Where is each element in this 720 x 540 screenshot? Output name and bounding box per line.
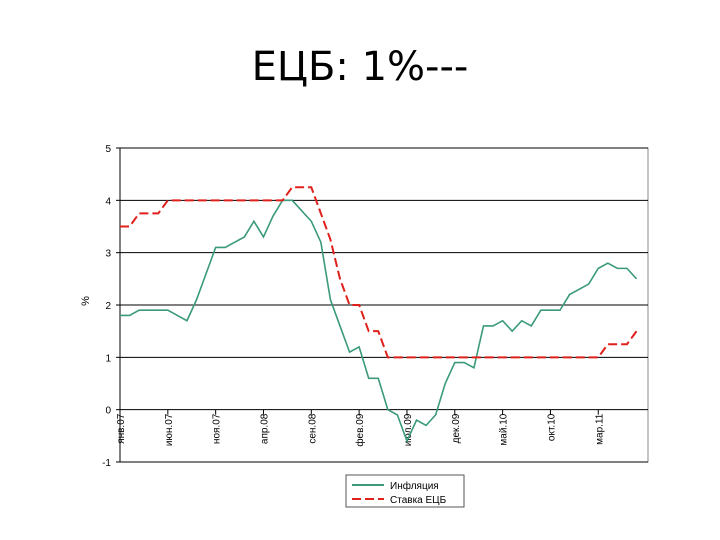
x-tick-label: дек.09 bbox=[451, 413, 462, 443]
x-tick-label: май.10 bbox=[499, 413, 510, 445]
series-layer bbox=[120, 186, 638, 444]
y-axis: 5 4 3 2 1 0 -1 bbox=[102, 144, 120, 469]
x-tick-label: сен.08 bbox=[307, 413, 318, 443]
x-tick-label: фев.09 bbox=[354, 413, 366, 446]
legend-box bbox=[345, 474, 465, 508]
x-tick-label: окт.10 bbox=[546, 413, 557, 441]
x-tick-label: мар.11 bbox=[594, 413, 605, 445]
x-axis: янв.07 июн.07 ноя.07 апр.08 сен.08 фев.09 июл.… bbox=[116, 409, 605, 447]
x-tick-label: янв.07 bbox=[116, 413, 127, 444]
y-tick-label: 1 bbox=[105, 353, 111, 364]
x-tick-label: июл.09 bbox=[403, 413, 414, 446]
x-tick-label: июн.07 bbox=[164, 413, 175, 446]
series-line-inflation bbox=[120, 199, 638, 444]
y-tick-label: 5 bbox=[105, 144, 111, 155]
y-tick-label: 0 bbox=[105, 406, 111, 417]
y-tick-label: 4 bbox=[105, 196, 111, 207]
x-tick-label: ноя.07 bbox=[212, 413, 223, 444]
y-tick-label: 2 bbox=[105, 301, 111, 312]
y-tick-label: 3 bbox=[105, 249, 111, 260]
y-tick-label: -1 bbox=[102, 458, 111, 469]
x-tick-label: апр.08 bbox=[259, 413, 270, 444]
legend: Инфляция Ставка ЕЦБ bbox=[345, 474, 465, 508]
legend-label: Ставка ЕЦБ bbox=[390, 495, 447, 506]
legend-label: Инфляция bbox=[390, 480, 439, 492]
y-axis-label: % bbox=[80, 296, 92, 306]
slide-title: ЕЦБ: 1%--- bbox=[251, 44, 469, 90]
plot-area bbox=[119, 147, 649, 463]
series-line-rate bbox=[120, 186, 638, 359]
